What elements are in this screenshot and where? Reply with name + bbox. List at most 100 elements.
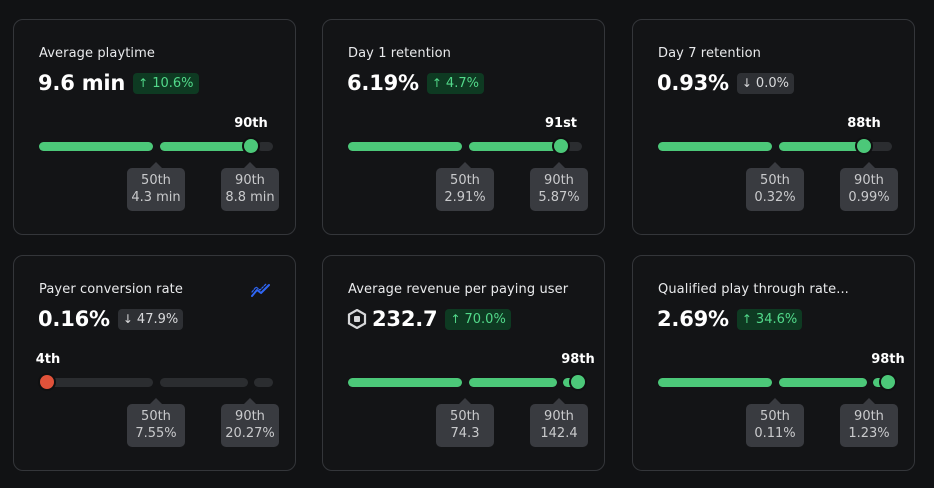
p90-benchmark: 90th 0.99%	[840, 162, 898, 211]
metric-value: 0.16%	[38, 307, 110, 331]
p90-label: 90th	[235, 173, 265, 188]
percentile-rank-label: 91st	[544, 116, 578, 131]
percentile-marker[interactable]	[879, 373, 897, 391]
percentile-marker[interactable]	[38, 373, 56, 391]
card-title: Day 7 retention	[658, 46, 761, 61]
p50-label: 50th	[760, 173, 790, 188]
percentile-marker[interactable]	[569, 373, 587, 391]
change-badge: ↑ 34.6%	[736, 308, 803, 330]
metric-value: 232.7	[372, 307, 438, 331]
p90-label: 90th	[854, 173, 884, 188]
metric-card-payer-conversion-rate[interactable]: Payer conversion rate 0.16% ↓ 47.9% 4th …	[13, 255, 296, 471]
p50-label: 50th	[760, 409, 790, 424]
percentile-bar-segment-mid	[779, 142, 865, 151]
p50-value: 74.3	[450, 426, 480, 441]
value-row: 9.6 min ↑ 10.6%	[38, 70, 199, 96]
p90-benchmark: 90th 142.4	[530, 398, 588, 447]
percentile-bar-segment-mid	[469, 378, 557, 387]
percentile-bar-segment-low	[39, 142, 153, 151]
percentile-bar-segment-low	[348, 378, 462, 387]
p90-value: 142.4	[540, 426, 578, 441]
percentile-bar-segment-top	[254, 378, 273, 387]
metric-card-average-playtime[interactable]: Average playtime 9.6 min ↑ 10.6% 90th 50…	[13, 19, 296, 235]
change-badge: ↓ 0.0%	[736, 72, 794, 94]
metric-card-day1-retention[interactable]: Day 1 retention 6.19% ↑ 4.7% 91st 50th 2…	[322, 19, 605, 235]
percentile-bar-segment-mid	[160, 378, 248, 387]
change-value: 70.0%	[464, 311, 506, 327]
percentile-rank-label: 90th	[234, 116, 268, 131]
arrow-up-icon: ↑	[741, 312, 752, 326]
arrow-down-icon: ↓	[122, 312, 133, 326]
change-value: 34.6%	[755, 311, 798, 327]
card-title: Average revenue per paying user	[348, 282, 569, 297]
p50-benchmark: 50th 0.32%	[746, 162, 804, 211]
p50-benchmark: 50th 2.91%	[436, 162, 494, 211]
value-row: 232.7 ↑ 70.0%	[347, 306, 511, 332]
metric-value: 0.93%	[657, 71, 729, 95]
change-value: 47.9%	[136, 311, 179, 327]
percentile-bar-segment-mid	[160, 142, 250, 151]
percentile-bar-segment-low	[658, 378, 772, 387]
p50-value: 2.91%	[444, 190, 486, 205]
change-value: 10.6%	[152, 75, 194, 91]
percentile-bar-segment-mid	[469, 142, 561, 151]
p90-value: 20.27%	[225, 426, 275, 441]
p90-value: 1.23%	[848, 426, 890, 441]
change-badge: ↑ 10.6%	[133, 72, 199, 94]
metric-card-qualified-play-through-rate[interactable]: Qualified play through rate... 2.69% ↑ 3…	[632, 255, 915, 471]
metric-card-arppu[interactable]: Average revenue per paying user 232.7 ↑ …	[322, 255, 605, 471]
percentile-bar-segment-low	[39, 378, 153, 387]
p90-label: 90th	[235, 409, 265, 424]
p50-label: 50th	[450, 409, 480, 424]
trend-chart-icon[interactable]	[251, 282, 271, 298]
change-value: 0.0%	[755, 75, 789, 91]
arrow-up-icon: ↑	[431, 76, 442, 90]
percentile-rank-label: 98th	[871, 352, 905, 367]
change-badge: ↑ 4.7%	[426, 72, 484, 94]
p90-label: 90th	[544, 409, 574, 424]
percentile-bar-segment-top	[865, 142, 892, 151]
value-row: 2.69% ↑ 34.6%	[657, 306, 803, 332]
p50-label: 50th	[141, 409, 171, 424]
p50-benchmark: 50th 74.3	[436, 398, 494, 447]
change-value: 4.7%	[445, 75, 479, 91]
arrow-down-icon: ↓	[741, 76, 752, 90]
p50-benchmark: 50th 4.3 min	[127, 162, 185, 211]
percentile-rank-label: 88th	[847, 116, 881, 131]
p50-value: 0.32%	[754, 190, 796, 205]
p90-benchmark: 90th 5.87%	[530, 162, 588, 211]
p50-benchmark: 50th 0.11%	[746, 398, 804, 447]
value-row: 0.93% ↓ 0.0%	[657, 70, 794, 96]
percentile-bar-segment-mid	[779, 378, 867, 387]
p90-value: 8.8 min	[225, 190, 275, 205]
metric-value: 6.19%	[347, 71, 419, 95]
percentile-bar-segment-low	[348, 142, 462, 151]
metric-card-day7-retention[interactable]: Day 7 retention 0.93% ↓ 0.0% 88th 50th 0…	[632, 19, 915, 235]
p50-benchmark: 50th 7.55%	[127, 398, 185, 447]
card-title: Payer conversion rate	[39, 282, 183, 297]
p50-value: 0.11%	[754, 426, 796, 441]
arrow-up-icon: ↑	[450, 312, 461, 326]
p50-value: 4.3 min	[131, 190, 181, 205]
p50-value: 7.55%	[135, 426, 177, 441]
metric-value: 2.69%	[657, 307, 729, 331]
value-row: 6.19% ↑ 4.7%	[347, 70, 484, 96]
p50-label: 50th	[141, 173, 171, 188]
p90-benchmark: 90th 20.27%	[221, 398, 279, 447]
p90-benchmark: 90th 8.8 min	[221, 162, 279, 211]
p50-label: 50th	[450, 173, 480, 188]
percentile-marker[interactable]	[552, 137, 570, 155]
percentile-rank-label: 4th	[35, 352, 61, 367]
change-badge: ↓ 47.9%	[117, 308, 184, 330]
p90-value: 5.87%	[538, 190, 580, 205]
change-badge: ↑ 70.0%	[445, 308, 511, 330]
percentile-bar-segment-low	[658, 142, 772, 151]
card-title: Day 1 retention	[348, 46, 451, 61]
metric-value: 9.6 min	[38, 71, 126, 95]
percentile-marker[interactable]	[242, 137, 260, 155]
robux-icon	[347, 309, 367, 329]
p90-benchmark: 90th 1.23%	[840, 398, 898, 447]
percentile-marker[interactable]	[855, 137, 873, 155]
p90-label: 90th	[854, 409, 884, 424]
p90-label: 90th	[544, 173, 574, 188]
